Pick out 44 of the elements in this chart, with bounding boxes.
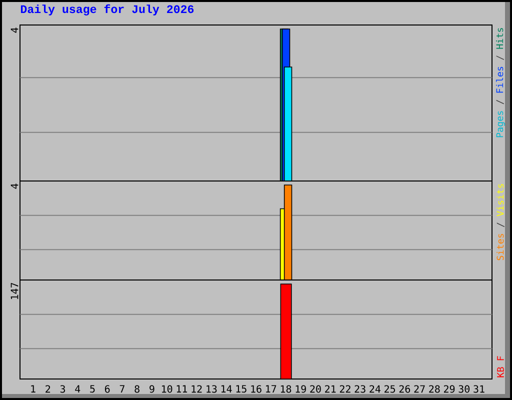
x-tick-label: 1 — [31, 385, 36, 392]
x-tick-label: 17 — [266, 385, 276, 392]
text: / — [496, 100, 504, 104]
text: 4 — [10, 28, 18, 33]
x-tick-label: 28 — [429, 385, 440, 393]
x-tick-label: 25 — [384, 385, 396, 393]
x-tick-label: 3 — [60, 385, 65, 393]
text: / — [496, 56, 504, 60]
x-tick-label: 23 — [354, 385, 366, 393]
text: Sites — [496, 234, 504, 260]
chart-title: Daily usage for July 2026 — [20, 4, 194, 16]
x-tick-label: 10 — [162, 385, 172, 393]
x-tick-label: 4 — [75, 385, 80, 392]
text: Hits — [496, 28, 504, 49]
x-tick-label: 7 — [120, 385, 124, 392]
x-tick-label: 5 — [90, 385, 95, 393]
x-tick-label: 11 — [176, 385, 188, 392]
x-tick-label: 31 — [474, 385, 484, 393]
text: 147 — [10, 282, 18, 300]
x-tick-label: 13 — [206, 385, 217, 393]
x-tick-label: 12 — [192, 385, 202, 393]
text: KB F — [497, 356, 504, 378]
x-tick-label: 26 — [399, 385, 410, 393]
x-tick-label: 29 — [444, 385, 455, 393]
x-tick-label: 2 — [46, 385, 50, 393]
x-tick-label: 14 — [221, 385, 232, 392]
x-tick-label: 16 — [251, 385, 262, 393]
text: Visits — [496, 184, 504, 216]
text: / — [496, 222, 504, 228]
text: Files — [496, 66, 504, 93]
x-tick-label: 18 — [280, 385, 292, 393]
x-tick-label: 19 — [296, 385, 306, 393]
x-tick-label: 15 — [236, 385, 246, 393]
x-tick-label: 24 — [370, 385, 380, 393]
x-tick-label: 27 — [414, 385, 425, 393]
text: Pages — [496, 111, 506, 138]
x-tick-label: 30 — [458, 385, 470, 393]
x-tick-label: 20 — [310, 385, 321, 393]
x-tick-label: 6 — [104, 385, 110, 393]
x-tick-label: 21 — [325, 385, 336, 393]
x-tick-label: 22 — [340, 385, 350, 393]
x-tick-label: 9 — [150, 385, 154, 393]
x-tick-label: 8 — [134, 385, 140, 393]
text: 4 — [10, 184, 18, 189]
